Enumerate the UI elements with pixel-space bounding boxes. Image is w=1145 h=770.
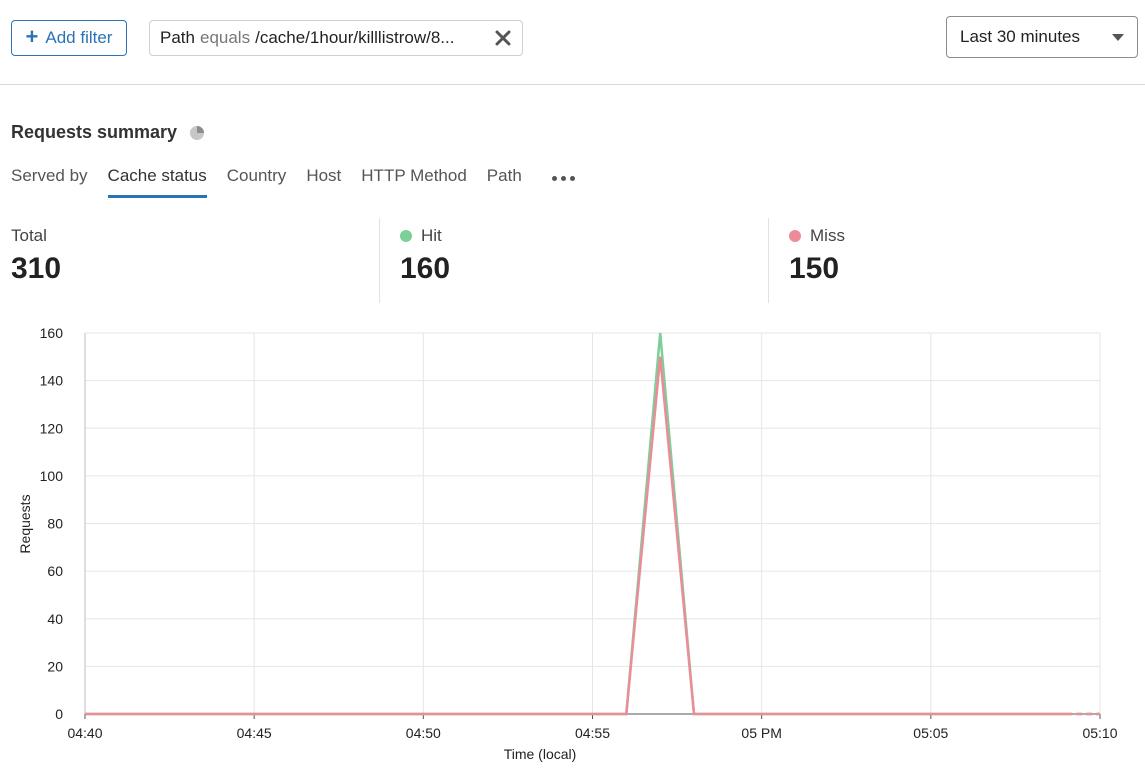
section-title: Requests summary	[11, 122, 205, 143]
filter-value: /cache/1hour/killlistrow/8...	[255, 28, 455, 47]
stat-hit-label: Hit	[421, 226, 442, 245]
stat-miss-value: 150	[789, 252, 840, 285]
y-tick-label: 100	[40, 468, 64, 484]
stat-miss[interactable]: Miss 150	[789, 218, 845, 303]
y-tick-label: 0	[55, 706, 63, 722]
y-tick-label: 160	[40, 325, 64, 341]
requests-summary-title: Requests summary	[11, 122, 178, 142]
stat-divider	[768, 218, 769, 303]
stat-divider	[379, 218, 380, 303]
x-tick-label: 05:10	[1082, 725, 1117, 741]
tab-host[interactable]: Host	[306, 166, 342, 185]
add-filter-label: Add filter	[45, 28, 113, 47]
y-tick-label: 120	[40, 420, 64, 436]
add-filter-button[interactable]: + Add filter	[11, 20, 127, 56]
filter-operator: equals	[199, 28, 251, 47]
tab-cache-status[interactable]: Cache status	[107, 166, 207, 198]
stat-miss-label: Miss	[810, 226, 845, 245]
filter-key: Path	[160, 28, 195, 47]
stat-hit-value: 160	[400, 252, 451, 285]
tab-path[interactable]: Path	[486, 166, 522, 185]
hit-legend-dot	[400, 230, 412, 242]
filter-bar: + Add filter Path equals /cache/1hour/ki…	[0, 0, 1145, 85]
x-tick-label: 04:55	[575, 725, 610, 741]
more-options-icon[interactable]	[551, 166, 575, 190]
x-tick-label: 04:50	[406, 725, 441, 741]
y-tick-label: 60	[47, 563, 63, 579]
tab-country[interactable]: Country	[226, 166, 287, 185]
requests-line-chart: 0 20 40 60 80 100 120 140 160 04:40 04:45 04:50 04:5…	[17, 325, 1118, 762]
active-filter-chip[interactable]: Path equals /cache/1hour/killlistrow/8..…	[149, 20, 523, 56]
tab-served-by[interactable]: Served by	[11, 166, 88, 185]
miss-legend-dot	[789, 230, 801, 242]
close-icon[interactable]	[494, 29, 512, 47]
x-tick-label: 04:45	[237, 725, 272, 741]
stat-hit[interactable]: Hit 160	[400, 218, 450, 303]
plus-icon: +	[25, 24, 39, 49]
time-range-select[interactable]: Last 30 minutes	[946, 16, 1138, 58]
y-tick-label: 140	[40, 373, 64, 389]
stat-total-label: Total	[11, 226, 47, 245]
x-tick-label: 05 PM	[741, 725, 781, 741]
summary-stats: Total 310 Hit 160 Miss 150	[0, 218, 1145, 303]
x-tick-label: 05:05	[913, 725, 948, 741]
stat-total: Total 310	[11, 218, 61, 303]
chevron-down-icon	[1112, 33, 1124, 41]
stat-total-value: 310	[11, 252, 62, 285]
y-tick-label: 40	[47, 611, 63, 627]
y-tick-label: 20	[47, 658, 63, 674]
series-line-miss	[85, 356, 1067, 716]
y-tick-label: 80	[47, 516, 63, 532]
breakdown-tabs: Served by Cache status Country Host HTTP…	[11, 166, 575, 198]
pie-chart-icon[interactable]	[189, 125, 205, 141]
y-axis-title: Requests	[17, 494, 33, 553]
time-range-value: Last 30 minutes	[960, 27, 1081, 46]
x-axis-title: Time (local)	[504, 746, 577, 762]
x-tick-label: 04:40	[67, 725, 102, 741]
tab-http-method[interactable]: HTTP Method	[361, 166, 467, 185]
